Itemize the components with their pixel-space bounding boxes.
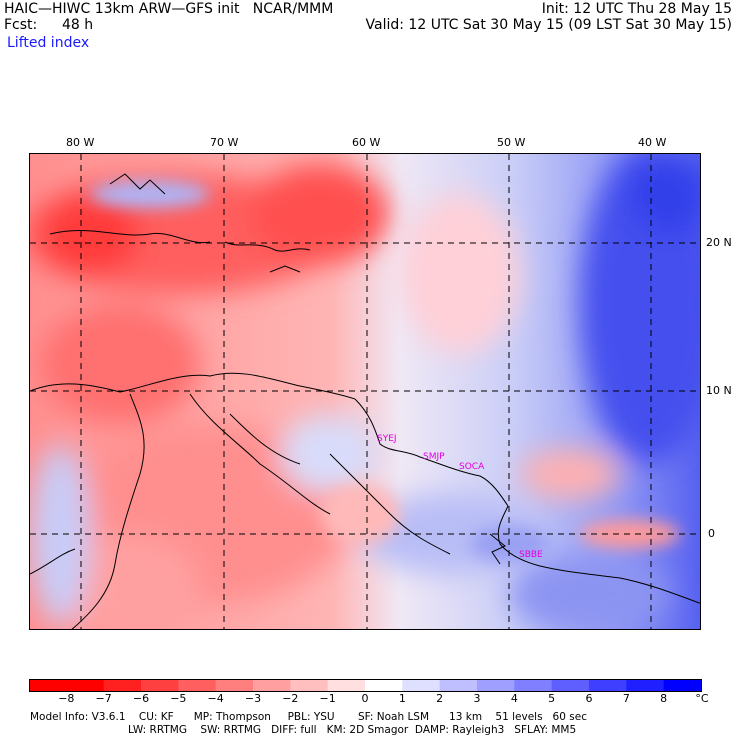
colorbar-tick-label: −1 [319,692,336,705]
lon-label-80w: 80 W [66,136,95,149]
colorbar-tick-label: 6 [585,692,593,705]
model-info-line1: Model Info: V3.6.1 CU: KF MP: Thompson P… [30,711,587,723]
colorbar-cell [215,679,254,692]
colorbar-cell [66,679,105,692]
valid-time: Valid: 12 UTC Sat 30 May 15 (09 LST Sat … [365,17,732,33]
lon-label-50w: 50 W [497,136,526,149]
station-soca: SOCA [459,462,485,472]
colorbar-cell [589,679,627,692]
colorbar-cell [663,679,702,692]
colorbar-tick-label: 5 [548,692,556,705]
station-syej: SYEJ [377,434,397,444]
station-smjp: SMJP [423,452,445,462]
colorbar-unit: °C [695,692,709,705]
colorbar-cell [477,679,515,692]
colorbar-tick-label: −8 [58,692,75,705]
colorbar-tick-label: 3 [473,692,481,705]
colorbar-cell [178,679,217,692]
field-name: Lifted index [7,35,90,51]
colorbar-tick-label: 4 [510,692,518,705]
colorbar-tick-label: 0 [361,692,369,705]
colorbar-cell [514,679,553,692]
lat-label-10n: 10 N [706,384,732,397]
init-time: Init: 12 UTC Thu 28 May 15 [541,1,732,17]
colorbar-tick-label: 8 [660,692,668,705]
colorbar-cell [141,679,179,692]
colorbar-tick-label: −7 [95,692,112,705]
model-info-line2: LW: RRTMG SW: RRTMG DIFF: full KM: 2D Sm… [128,724,577,736]
colorbar-tick-label: 2 [436,692,444,705]
lat-label-equator: 0 [708,527,715,540]
colorbar-cell [103,679,142,692]
lat-label-20n: 20 N [706,236,732,249]
colorbar-cell [626,679,665,692]
lon-label-70w: 70 W [210,136,239,149]
colorbar-tick-label: 1 [398,692,406,705]
colorbar-cell [551,679,590,692]
forecast-hour: 48 h [62,17,94,33]
colorbar-cell [290,679,329,692]
colorbar-tick-label: −3 [244,692,262,705]
colorbar-cell [402,679,441,692]
map-canvas: SYEJ SMJP SOCA SBBE [30,154,700,629]
colorbar-tick-label: −6 [132,692,150,705]
colorbar-tick-label: −2 [282,692,299,705]
colorbar-cell [253,679,291,692]
station-sbbe: SBBE [519,550,543,560]
model-title: HAIC—HIWC 13km ARW—GFS init NCAR/MMM [4,1,334,17]
colorbar-cell [29,679,67,692]
lon-label-40w: 40 W [638,136,667,149]
colorbar-cell [327,679,366,692]
colorbar-tick-label: −4 [207,692,224,705]
forecast-label: Fcst: [4,17,38,33]
lon-label-60w: 60 W [352,136,381,149]
colorbar-tick-label: −5 [170,692,187,705]
colorbar [29,679,702,692]
lifted-index-map: SYEJ SMJP SOCA SBBE [29,153,701,630]
colorbar-cell [365,679,403,692]
colorbar-cell [439,679,478,692]
colorbar-tick-label: 7 [622,692,630,705]
